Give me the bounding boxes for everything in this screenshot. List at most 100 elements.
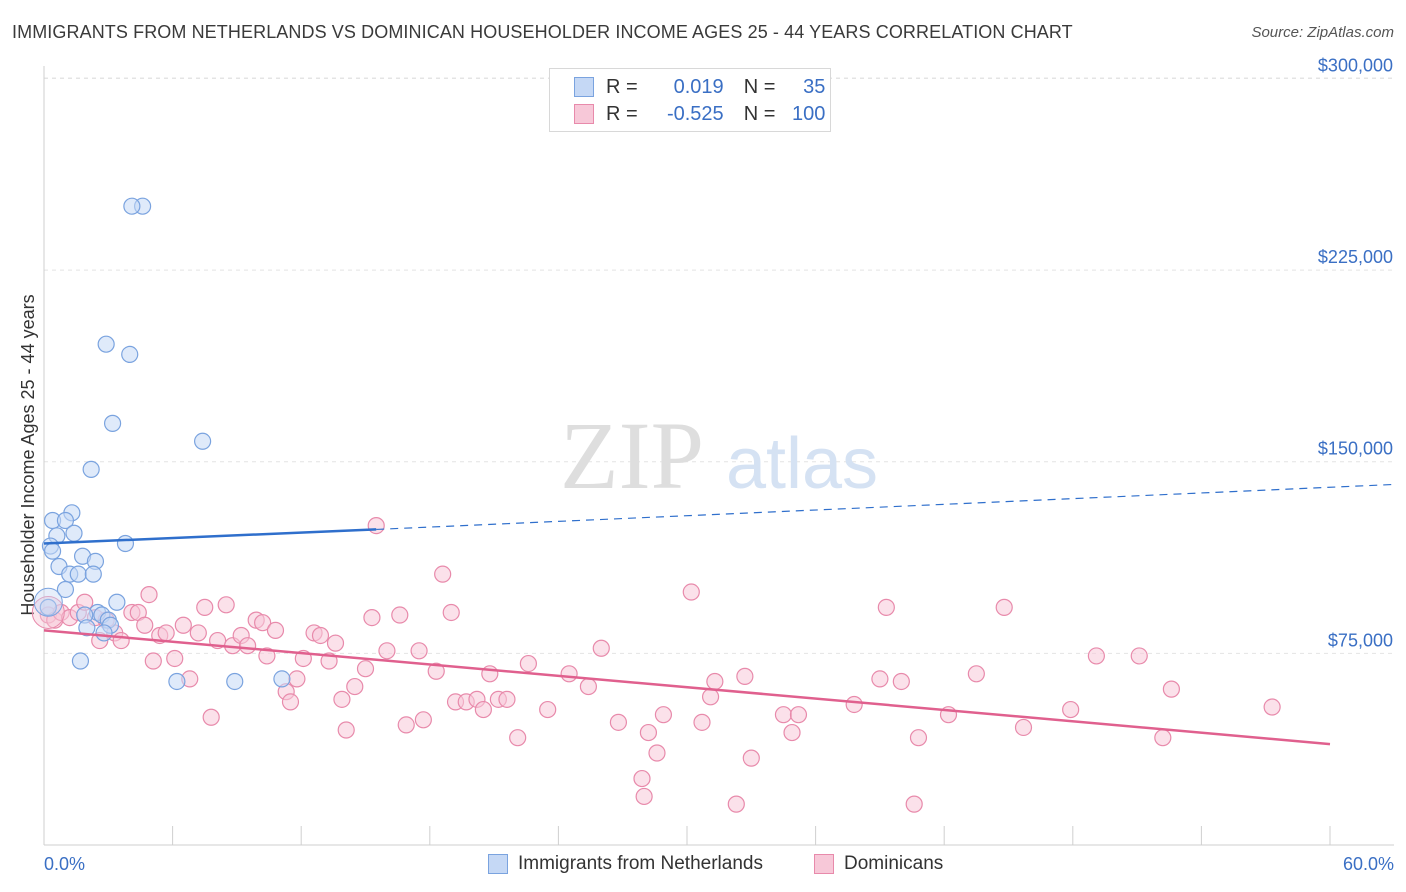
legend-r-value: -0.525	[666, 102, 724, 125]
dominicans-point	[654, 706, 673, 724]
netherlands-point	[84, 565, 102, 583]
netherlands-point	[273, 670, 291, 688]
dominicans-point	[639, 723, 658, 742]
dominicans-point	[783, 723, 801, 742]
netherlands-point	[108, 593, 126, 611]
dominicans-point	[789, 706, 808, 724]
dominicans-point	[877, 598, 895, 616]
netherlands-point	[116, 534, 135, 553]
legend-row-dominicans: R = -0.525 N = 100	[574, 102, 825, 126]
dominicans-point	[281, 693, 300, 711]
dominicans-point	[337, 721, 355, 739]
dominicans-point	[333, 690, 351, 708]
bottom-legend-netherlands: Immigrants from Netherlands	[488, 852, 763, 876]
y-axis-title: Householder Income Ages 25 - 44 years	[18, 294, 38, 615]
dominicans-point	[217, 596, 235, 614]
dominicans-point	[311, 626, 330, 645]
netherlands-point	[82, 460, 100, 478]
netherlands-point	[121, 345, 139, 364]
legend-swatch-dominicans	[574, 104, 594, 124]
series-dominicans	[31, 517, 1281, 813]
bottom-legend-label-dominicans: Dominicans	[844, 853, 944, 874]
dominicans-point	[397, 716, 415, 734]
trend-line-dominicans	[43, 629, 1331, 746]
dominicans-point	[909, 729, 928, 747]
legend-n-label: N =	[743, 102, 776, 125]
bottom-legend-label-netherlands: Immigrants from Netherlands	[518, 853, 763, 874]
dominicans-point	[166, 649, 184, 668]
dominicans-point	[539, 700, 557, 719]
dominicans-point	[905, 795, 923, 813]
y-tick-label: $225,000	[1318, 247, 1393, 267]
dominicans-point	[498, 690, 516, 708]
netherlands-point	[168, 672, 186, 691]
legend-n-label: N =	[743, 75, 776, 98]
y-tick-label: $75,000	[1328, 630, 1393, 650]
dominicans-point	[892, 672, 910, 691]
netherlands-point	[95, 624, 113, 642]
dominicans-point	[174, 616, 192, 634]
dominicans-point	[202, 708, 220, 726]
dominicans-point	[367, 517, 385, 535]
dominicans-point	[701, 688, 720, 706]
dominicans-point	[414, 711, 432, 729]
trend-line-netherlands-extension	[376, 483, 1395, 531]
dominicans-point	[254, 614, 272, 632]
bottom-legend-dominicans: Dominicans	[814, 852, 943, 876]
dominicans-point	[682, 583, 700, 601]
x-ticks	[43, 826, 1331, 845]
dominicans-point	[410, 642, 428, 660]
dominicans-point	[346, 677, 364, 696]
dominicans-point	[140, 585, 158, 604]
dominicans-point	[871, 670, 889, 688]
dominicans-point	[774, 706, 793, 724]
netherlands-point	[71, 652, 90, 670]
trend-line-netherlands	[43, 528, 377, 545]
netherlands-point	[39, 598, 57, 616]
watermark: ZIP atlas	[560, 402, 878, 509]
netherlands-cluster-point	[33, 587, 63, 617]
stats-legend: R = 0.019 N = 35 R = -0.525 N = 100	[549, 68, 831, 132]
bottom-legend-swatch-dominicans	[814, 854, 834, 874]
dominicans-point	[995, 598, 1013, 616]
dominicans-point	[1154, 729, 1172, 747]
dominicans-point	[1162, 680, 1180, 698]
dominicans-point	[1263, 698, 1281, 716]
dominicans-point	[434, 565, 452, 583]
dominicans-point	[391, 606, 409, 624]
dominicans-point	[1087, 647, 1105, 665]
netherlands-point	[194, 432, 212, 450]
legend-r-value: 0.019	[673, 75, 724, 98]
legend-n-value: 100	[792, 102, 826, 125]
netherlands-point	[226, 672, 244, 691]
bottom-legend-swatch-netherlands	[488, 854, 508, 874]
trend-lines	[43, 483, 1395, 746]
axes	[43, 66, 1394, 846]
netherlands-point	[69, 565, 87, 583]
dominicans-point	[592, 639, 610, 657]
watermark-zip: ZIP	[560, 402, 704, 509]
dominicans-point	[266, 621, 285, 639]
netherlands-point	[103, 414, 122, 432]
dominicans-point	[474, 700, 492, 719]
netherlands-point	[56, 511, 75, 530]
gridlines	[44, 77, 1394, 654]
legend-n-value: 35	[803, 75, 826, 98]
dominicans-point	[845, 695, 863, 714]
netherlands-point	[78, 619, 96, 637]
dominicans-point	[326, 634, 345, 652]
dominicans-point	[258, 647, 276, 665]
netherlands-point	[123, 197, 141, 215]
dominicans-point	[356, 660, 375, 678]
y-tick-label: $150,000	[1318, 439, 1393, 459]
legend-r-label: R =	[606, 75, 638, 98]
dominicans-point	[196, 598, 214, 616]
x-tick-label-min: 0.0%	[44, 854, 85, 874]
dominicans-point	[239, 637, 257, 655]
dominicans-point	[427, 662, 445, 680]
watermark-atlas: atlas	[726, 424, 878, 504]
dominicans-point	[144, 652, 162, 670]
y-tick-label: $300,000	[1318, 55, 1393, 75]
x-tick-label-max: 60.0%	[1343, 854, 1394, 874]
